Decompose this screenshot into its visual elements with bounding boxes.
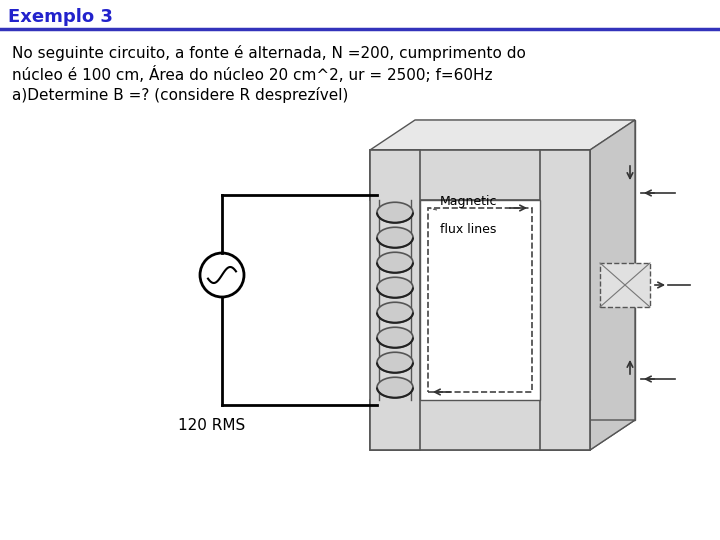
Text: núcleo é 100 cm, Área do núcleo 20 cm^2, ur = 2500; f=60Hz: núcleo é 100 cm, Área do núcleo 20 cm^2,… — [12, 65, 492, 83]
Text: 120 RMS: 120 RMS — [179, 417, 246, 433]
Ellipse shape — [377, 202, 413, 222]
Ellipse shape — [377, 327, 413, 348]
Ellipse shape — [377, 377, 413, 398]
Text: Magnetic: Magnetic — [440, 195, 498, 208]
Ellipse shape — [377, 227, 413, 248]
Text: flux lines: flux lines — [440, 223, 496, 236]
Bar — [600, 263, 650, 307]
Polygon shape — [420, 200, 540, 400]
Polygon shape — [370, 120, 635, 150]
Ellipse shape — [377, 352, 413, 373]
Ellipse shape — [377, 302, 413, 323]
Polygon shape — [465, 170, 585, 370]
Polygon shape — [420, 370, 585, 400]
Polygon shape — [370, 150, 420, 450]
Polygon shape — [370, 400, 590, 450]
Polygon shape — [370, 420, 635, 450]
Text: No seguinte circuito, a fonte é alternada, N =200, cumprimento do: No seguinte circuito, a fonte é alternad… — [12, 45, 526, 61]
Bar — [428, 208, 532, 392]
Ellipse shape — [377, 277, 413, 298]
Polygon shape — [370, 150, 590, 200]
Polygon shape — [540, 170, 585, 400]
Polygon shape — [415, 120, 635, 420]
Text: a)Determine B =? (considere R desprezível): a)Determine B =? (considere R desprezíve… — [12, 87, 348, 103]
Polygon shape — [420, 170, 585, 200]
Polygon shape — [540, 150, 590, 450]
Polygon shape — [590, 120, 635, 450]
Text: Exemplo 3: Exemplo 3 — [8, 8, 113, 26]
Ellipse shape — [377, 252, 413, 273]
